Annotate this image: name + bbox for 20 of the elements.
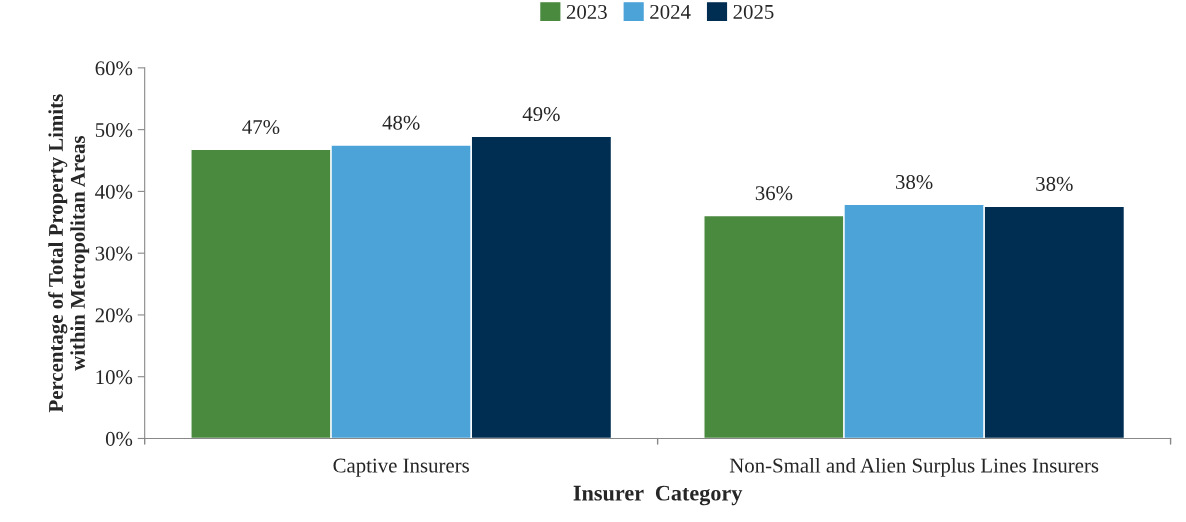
y-tick-label: 30% [95,246,133,261]
data-label: 36% [755,186,793,201]
y-tick-label: 60% [95,61,133,76]
data-label: 38% [896,174,933,190]
legend-label: 2024 [650,4,691,19]
x-axis-title: Insurer Category [573,485,743,506]
y-tick-label: 10% [96,370,133,385]
y-tick-label: 50% [95,123,133,138]
y-tick-label: 20% [95,308,133,323]
y-tick-label: 40% [95,184,133,199]
data-label: 38% [1036,176,1073,191]
legend-label: 2025 [733,4,774,19]
y-axis-title: Percentage of Total Property Limits within Metropolitan Areas [48,94,90,413]
y-tick-label: 0% [105,431,133,446]
data-label: 48% [382,115,420,130]
x-tick-label: Non-Small and Alien Surplus Lines Insurers [729,457,1099,477]
x-tick-label: Captive Insurers [333,458,469,477]
legend-label: 2023 [566,4,607,19]
data-label: 49% [522,107,560,122]
data-label: 47% [242,119,280,135]
